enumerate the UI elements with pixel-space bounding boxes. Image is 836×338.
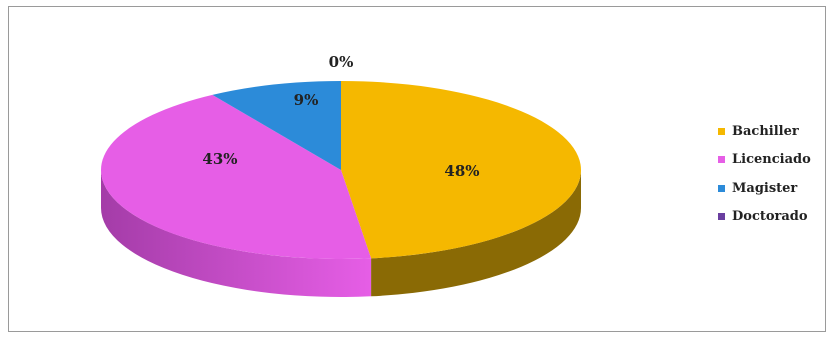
- legend-swatch-bachiller: [718, 127, 725, 135]
- legend-label-magister: Magister: [732, 180, 798, 196]
- data-label-bachiller: 48%: [444, 162, 479, 180]
- data-label-licenciado: 43%: [202, 150, 237, 168]
- pie-slice-magister: [212, 81, 341, 170]
- data-label-magister: 9%: [294, 91, 319, 109]
- pie-side-licenciado: [101, 170, 372, 297]
- legend-label-doctorado: Doctorado: [732, 209, 808, 225]
- legend-swatch-magister: [718, 184, 725, 192]
- legend-swatch-doctorado: [718, 213, 725, 221]
- legend-label-bachiller: Bachiller: [732, 123, 799, 139]
- legend-item-doctorado: Doctorado: [718, 203, 811, 232]
- pie-slice-licenciado: [100, 94, 372, 259]
- legend: Bachiller Licenciado Magister Doctorado: [718, 117, 811, 231]
- data-label-doctorado: 0%: [329, 53, 354, 71]
- legend-item-magister: Magister: [718, 174, 811, 203]
- legend-item-bachiller: Bachiller: [718, 117, 811, 146]
- legend-swatch-licenciado: [718, 156, 725, 164]
- pie-side-bachiller: [371, 170, 581, 297]
- legend-item-licenciado: Licenciado: [718, 146, 811, 175]
- pie-slice-bachiller: [341, 80, 582, 259]
- legend-label-licenciado: Licenciado: [732, 152, 811, 168]
